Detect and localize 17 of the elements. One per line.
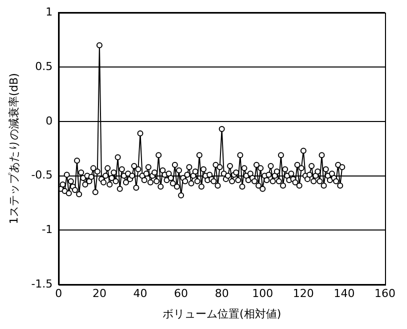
x-tick-label: 0 <box>55 287 62 300</box>
x-tick-label: 120 <box>292 287 314 300</box>
x-tick-label: 20 <box>92 287 106 300</box>
x-tick-label: 40 <box>133 287 148 300</box>
y-tick-label: -1 <box>42 223 53 236</box>
y-tick-label: -1.5 <box>31 277 53 290</box>
y-tick-label: -0.5 <box>31 168 53 182</box>
y-tick-label: 1 <box>46 5 53 18</box>
x-tick-label: 80 <box>214 287 229 300</box>
x-tick-label: 160 <box>374 287 396 300</box>
x-tick-label: 140 <box>334 287 355 300</box>
x-tick-label: 60 <box>174 287 188 300</box>
y-axis-title: 1ステップあたりの減衰率(dB) <box>7 73 20 224</box>
y-tick-label: 0 <box>46 114 53 128</box>
x-axis-title: ボリューム位置(相対値) <box>162 307 282 320</box>
x-tick-label: 100 <box>252 287 274 300</box>
y-tick-label: 0.5 <box>35 60 53 73</box>
